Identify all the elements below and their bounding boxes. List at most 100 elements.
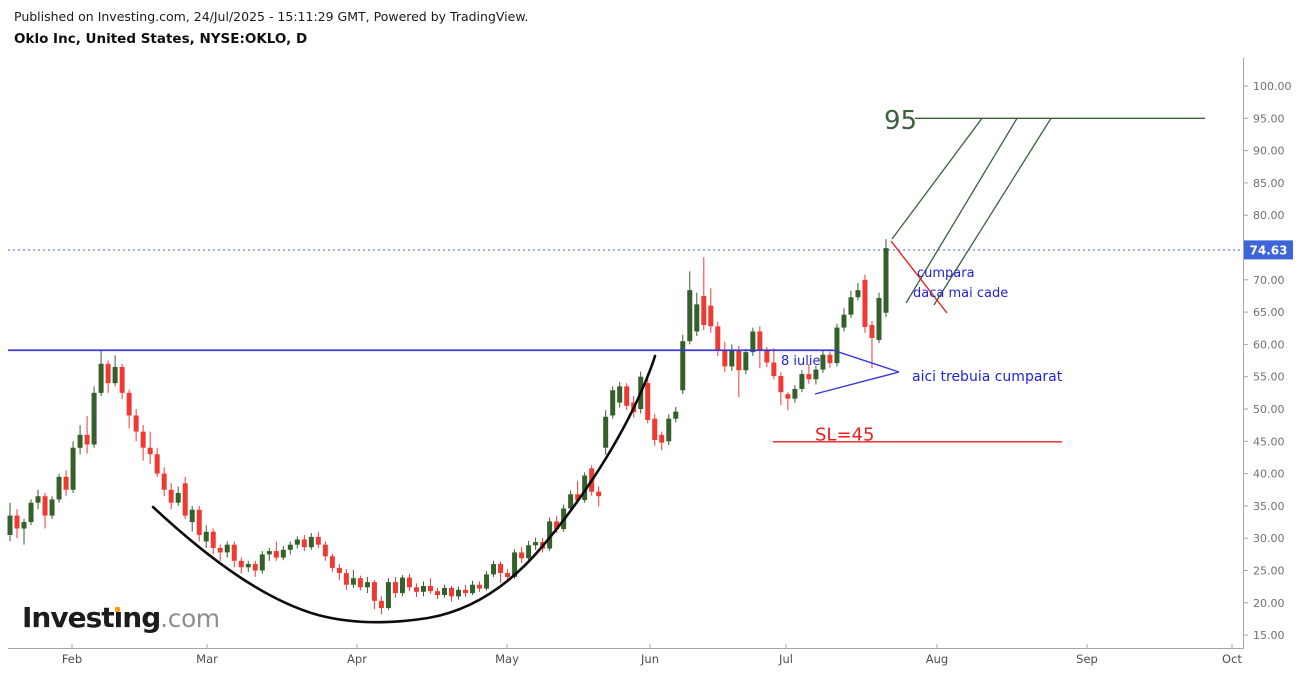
candle-body	[701, 295, 707, 326]
candle-body	[427, 586, 433, 592]
candle-body	[133, 415, 139, 432]
last-price-badge-label: 74.63	[1250, 243, 1288, 257]
candle-body	[498, 564, 504, 574]
candle-body	[876, 297, 882, 340]
candle-body	[336, 567, 342, 574]
candle-body	[14, 515, 20, 529]
candle-body	[308, 536, 314, 548]
candle-body	[764, 350, 770, 363]
candle-body	[491, 564, 497, 575]
candle-body	[196, 509, 202, 535]
candle-body	[582, 475, 588, 501]
candle-body	[813, 369, 819, 380]
candle-body	[147, 447, 153, 455]
candle-body	[315, 536, 321, 545]
price-axis-label: 25.00	[1253, 565, 1285, 578]
candle-body	[757, 331, 763, 351]
candle-body	[42, 496, 48, 516]
candle-body	[35, 496, 41, 503]
candle-body	[470, 584, 476, 594]
candle-body	[456, 589, 462, 597]
candle-body	[238, 560, 244, 568]
price-axis-label: 100.00	[1253, 80, 1292, 93]
candle-body	[820, 354, 826, 370]
price-axis-label: 60.00	[1253, 338, 1285, 351]
candle-body	[7, 515, 13, 535]
pullback-red-line	[890, 240, 948, 314]
candle-body	[280, 549, 286, 558]
candle-body	[434, 591, 440, 596]
candle-body	[203, 531, 209, 542]
candle-body	[575, 494, 581, 501]
time-axis-label: Jul	[778, 652, 793, 666]
candle-body	[666, 418, 672, 442]
price-axis-label: 95.00	[1253, 112, 1285, 125]
price-axis-label: 85.00	[1253, 177, 1285, 190]
candle-body	[322, 544, 328, 557]
logo-tld: .com	[160, 604, 220, 633]
price-axis-label: 40.00	[1253, 468, 1285, 481]
price-axis-label: 50.00	[1253, 403, 1285, 416]
candle-body	[449, 587, 455, 597]
candle-body	[855, 290, 861, 298]
price-axis-label: 45.00	[1253, 435, 1285, 448]
logo-orange-dot-icon	[115, 607, 121, 612]
candle-body	[603, 416, 609, 448]
logo-text-part: Invest	[22, 601, 115, 634]
candle-body	[329, 556, 335, 568]
price-axis-label: 35.00	[1253, 500, 1285, 513]
candle-body	[175, 492, 181, 503]
candle-body	[827, 354, 833, 364]
candle-body	[652, 418, 658, 441]
candle-body	[547, 521, 553, 549]
candle-body	[743, 352, 749, 371]
candle-body	[350, 578, 356, 585]
candle-body	[862, 279, 868, 327]
candle-body	[505, 573, 511, 577]
candle-body	[189, 509, 195, 523]
candle-body	[98, 363, 104, 393]
candle-body	[294, 539, 300, 545]
candle-body	[140, 431, 146, 448]
candle-body	[799, 374, 805, 389]
time-axis-label: Sep	[1076, 652, 1098, 666]
time-axis-label: Oct	[1222, 652, 1242, 666]
candle-body	[252, 564, 258, 571]
price-axis-label: 80.00	[1253, 209, 1285, 222]
last-price-badge	[1244, 240, 1293, 260]
candle-body	[112, 367, 118, 384]
candle-body	[217, 547, 223, 553]
candle-body	[792, 388, 798, 399]
candle-body	[519, 552, 525, 559]
candle-body	[526, 545, 532, 559]
candle-body	[463, 589, 469, 594]
candle-body	[126, 392, 132, 416]
candle-body	[301, 539, 307, 548]
stop-loss-label: SL=45	[815, 424, 874, 445]
buy-note-line2: daca mai cade	[913, 286, 1008, 301]
candle-body	[512, 552, 518, 577]
candle-body	[182, 483, 188, 516]
date-annotation: 8 iulie	[781, 354, 820, 369]
rounding-bottom-curve	[151, 354, 657, 624]
candle-body	[771, 362, 777, 377]
candle-body	[371, 582, 377, 601]
candle-body	[245, 564, 251, 568]
price-axis-label: 65.00	[1253, 306, 1285, 319]
candle-body	[645, 383, 651, 420]
candle-body	[28, 502, 34, 523]
candle-body	[357, 578, 363, 588]
candle-body	[266, 551, 272, 555]
candle-body	[413, 587, 419, 592]
candle-body	[378, 600, 384, 608]
candle-body	[708, 305, 714, 327]
candle-body	[70, 447, 76, 490]
candle-body	[617, 386, 623, 403]
candle-body	[364, 582, 370, 588]
candle-body	[49, 499, 55, 516]
candle-body	[715, 326, 721, 351]
candle-body	[750, 331, 756, 353]
candle-body	[680, 341, 686, 391]
